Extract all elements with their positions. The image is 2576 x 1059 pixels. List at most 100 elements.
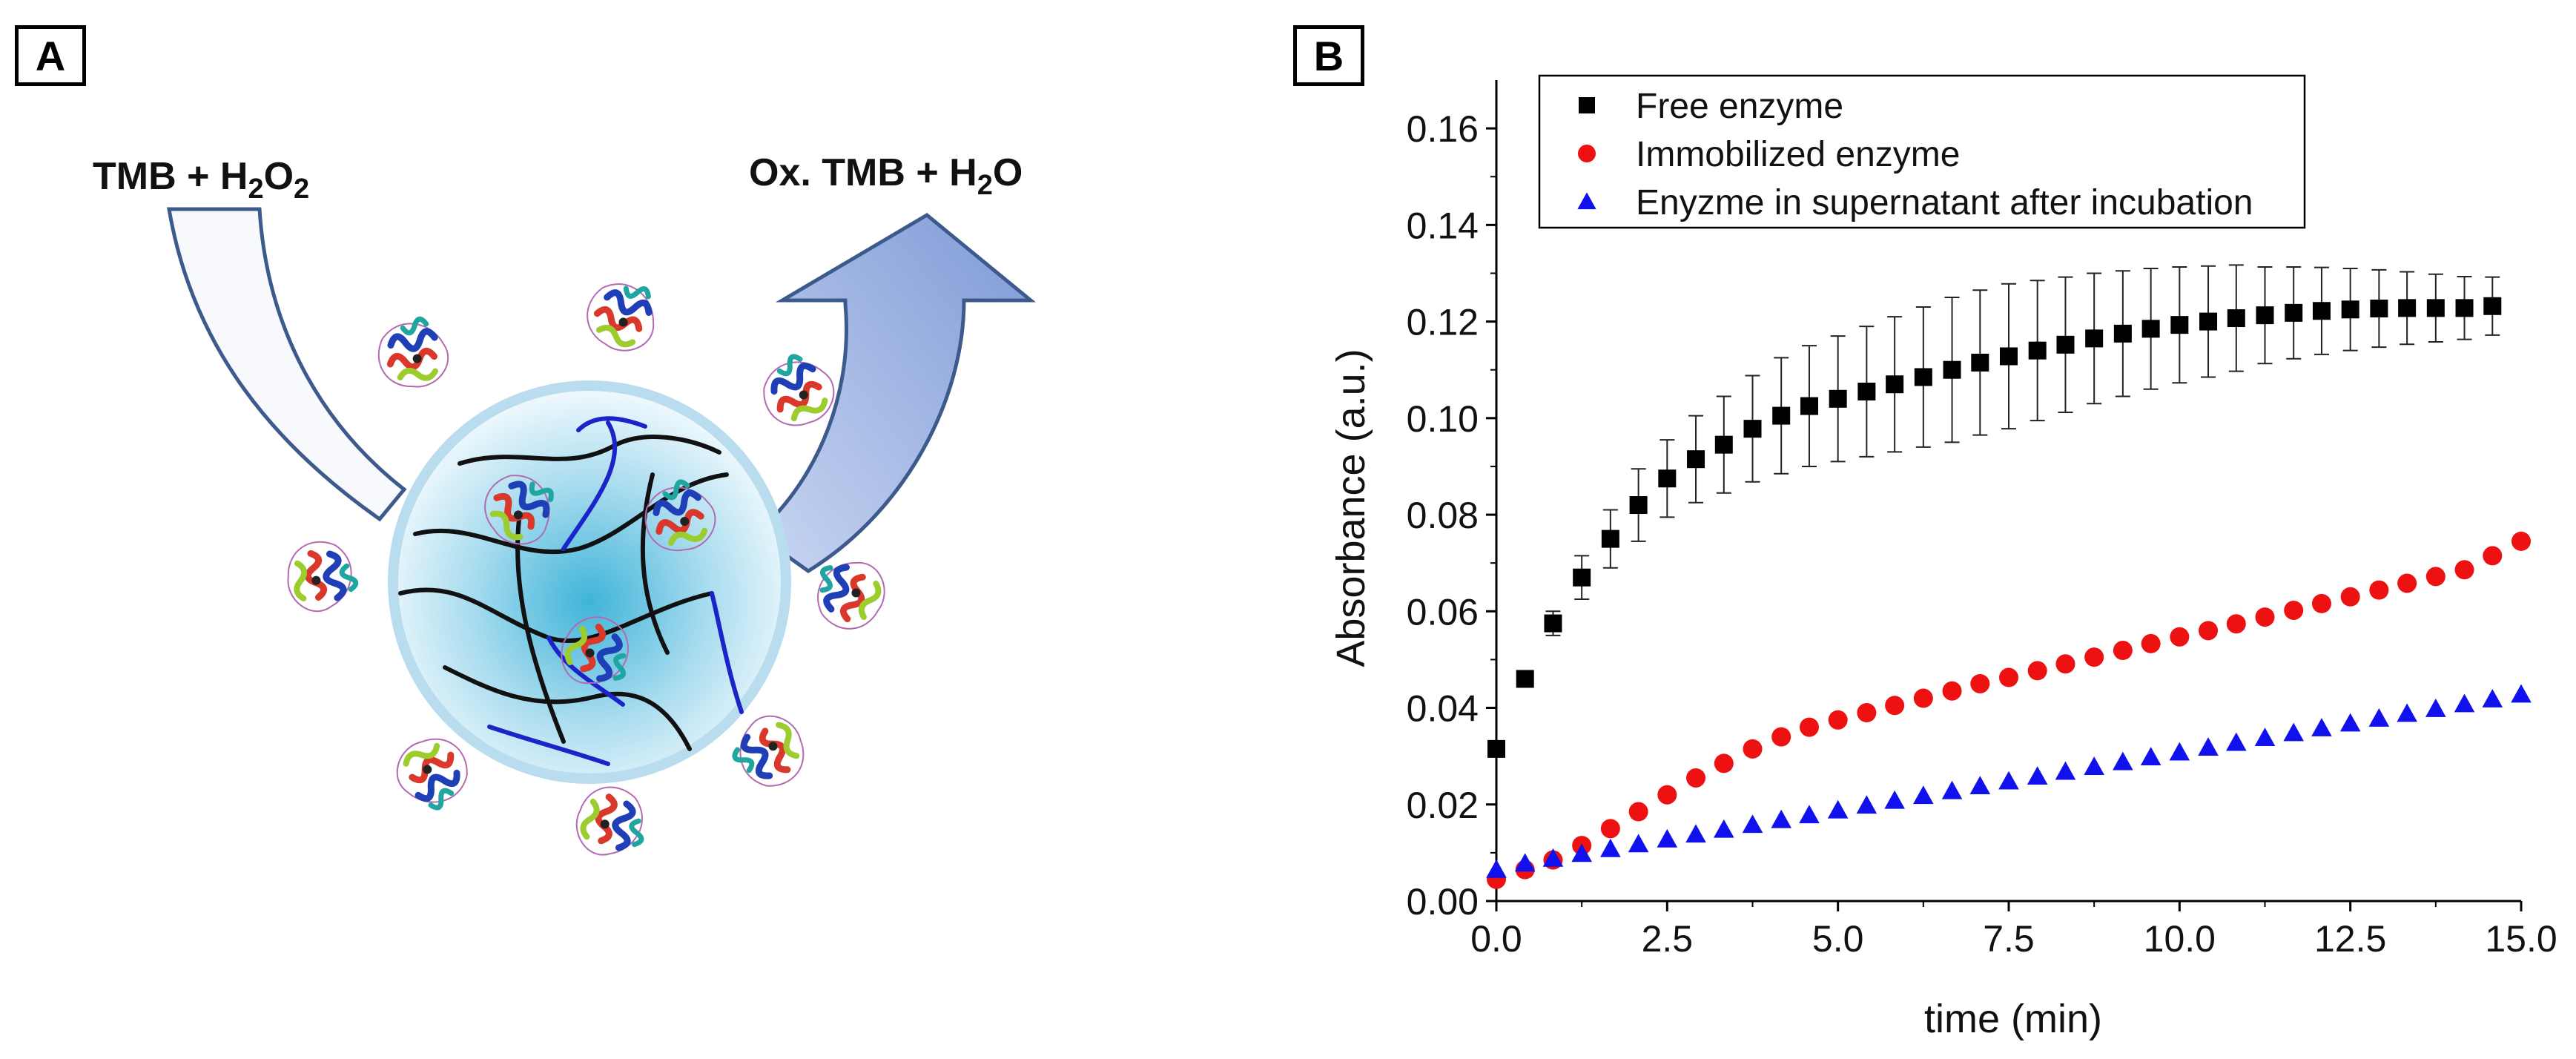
data-point-circle: [1857, 703, 1877, 723]
y-tick-label: 0.08: [1407, 495, 1479, 536]
data-point-square: [2370, 300, 2388, 318]
data-point-triangle: [1856, 795, 1877, 814]
data-point-circle: [2311, 593, 2331, 613]
x-tick-label: 12.5: [2314, 918, 2386, 960]
absorbance-chart: 0.00 0.02 0.04 0.06 0.08 0.10 0.12 0.14 0.16 0.0 2…: [1329, 74, 2557, 1041]
data-point-triangle: [1571, 843, 1592, 862]
data-point-circle: [1799, 717, 1819, 737]
data-point-square: [2426, 299, 2445, 317]
data-point-circle: [2397, 573, 2417, 593]
x-axis-label: time (min): [1924, 997, 2102, 1041]
panel-label-a: A: [15, 25, 86, 86]
x-tick-label: 15.0: [2485, 918, 2557, 960]
data-markers: [1486, 297, 2532, 889]
data-point-circle: [1686, 768, 1706, 788]
data-point-square: [2341, 300, 2359, 319]
data-point-square: [1743, 420, 1762, 438]
legend-label: Free enzyme: [1636, 87, 1843, 126]
data-point-square: [2028, 341, 2047, 360]
legend-box: [1538, 74, 2306, 229]
data-point-square: [2455, 299, 2474, 317]
data-point-square: [1857, 383, 1876, 401]
x-tick-label: 7.5: [1983, 918, 2035, 960]
data-point-circle: [2170, 627, 2190, 647]
legend-marker-triangle: [1577, 192, 1596, 210]
data-point-triangle: [2283, 722, 2304, 742]
x-tick-label: 0.0: [1470, 918, 1522, 960]
data-point-triangle: [1486, 859, 1507, 878]
data-point-triangle: [2169, 742, 2190, 761]
x-tick-label: 2.5: [1642, 918, 1694, 960]
data-point-triangle: [1771, 809, 1791, 828]
data-point-triangle: [2226, 732, 2247, 751]
data-point-circle: [1600, 819, 1620, 839]
data-point-triangle: [1799, 805, 1820, 824]
data-point-circle: [1743, 739, 1763, 759]
data-point-circle: [1628, 802, 1648, 822]
y-tick-label: 0.16: [1407, 108, 1479, 150]
data-point-triangle: [2113, 751, 2133, 771]
data-point-square: [2056, 335, 2075, 354]
legend-label: Enyzme in supernatant after incubation: [1636, 183, 2253, 222]
data-point-circle: [2199, 621, 2219, 641]
legend-label: Immobilized enzyme: [1636, 135, 1960, 174]
y-tick-label: 0.00: [1407, 881, 1479, 923]
data-point-circle: [2425, 567, 2445, 587]
data-point-square: [1544, 614, 1562, 633]
hydrogel-sphere: [388, 380, 791, 784]
data-point-square: [2398, 299, 2417, 317]
reactant-text: TMB + H2O2: [93, 155, 309, 205]
data-point-triangle: [1998, 771, 2019, 790]
data-point-square: [1714, 435, 1733, 454]
data-point-triangle: [1827, 799, 1849, 819]
data-point-circle: [1999, 667, 2018, 687]
data-point-square: [2256, 306, 2274, 325]
data-point-triangle: [2368, 708, 2390, 727]
data-point-square: [1687, 450, 1705, 469]
data-point-circle: [2454, 560, 2474, 580]
data-point-triangle: [1969, 776, 1991, 795]
data-point-triangle: [1714, 819, 1734, 838]
data-point-circle: [2141, 633, 2161, 653]
data-point-square: [2227, 309, 2245, 328]
data-point-circle: [2255, 607, 2275, 627]
data-point-triangle: [2397, 703, 2417, 722]
data-point-triangle: [1628, 834, 1649, 853]
chart-axes: 0.00 0.02 0.04 0.06 0.08 0.10 0.12 0.14 0.16 0.0 2…: [1407, 80, 2557, 960]
data-point-square: [2285, 303, 2303, 322]
data-point-square: [2199, 312, 2218, 331]
data-point-circle: [2084, 647, 2104, 667]
data-point-triangle: [2339, 713, 2361, 732]
data-point-square: [2085, 329, 2104, 348]
data-point-square: [2113, 324, 2132, 343]
data-point-square: [2483, 297, 2502, 315]
data-point-triangle: [2454, 693, 2475, 713]
data-point-square: [1772, 406, 1791, 425]
data-point-triangle: [2482, 689, 2503, 707]
data-point-square: [1573, 568, 1591, 587]
y-tick-label: 0.12: [1407, 302, 1479, 343]
data-point-circle: [1714, 753, 1734, 773]
data-point-circle: [2483, 546, 2503, 566]
y-tick-label: 0.10: [1407, 398, 1479, 440]
data-point-triangle: [1884, 790, 1905, 809]
y-tick-label: 0.04: [1407, 688, 1479, 730]
reaction-schematic: TMB + H2O2 Ox. TMB + H2O: [93, 151, 1036, 1059]
data-point-triangle: [1600, 838, 1621, 857]
data-point-square: [1658, 469, 1677, 488]
data-point-circle: [2284, 600, 2304, 620]
data-point-circle: [1771, 727, 1791, 747]
product-arrow: [753, 212, 1036, 573]
y-tick-label: 0.02: [1407, 785, 1479, 826]
data-point-triangle: [2311, 718, 2332, 736]
data-point-triangle: [1685, 824, 1706, 843]
data-point-triangle: [1542, 848, 1564, 867]
data-point-square: [1971, 353, 1989, 372]
data-point-square: [1914, 368, 1932, 386]
x-tick-label: 10.0: [2144, 918, 2216, 960]
data-point-square: [1829, 389, 1847, 408]
data-point-circle: [2027, 661, 2047, 681]
data-point-triangle: [2140, 747, 2161, 765]
data-point-triangle: [1742, 814, 1763, 834]
data-point-triangle: [2425, 699, 2446, 717]
